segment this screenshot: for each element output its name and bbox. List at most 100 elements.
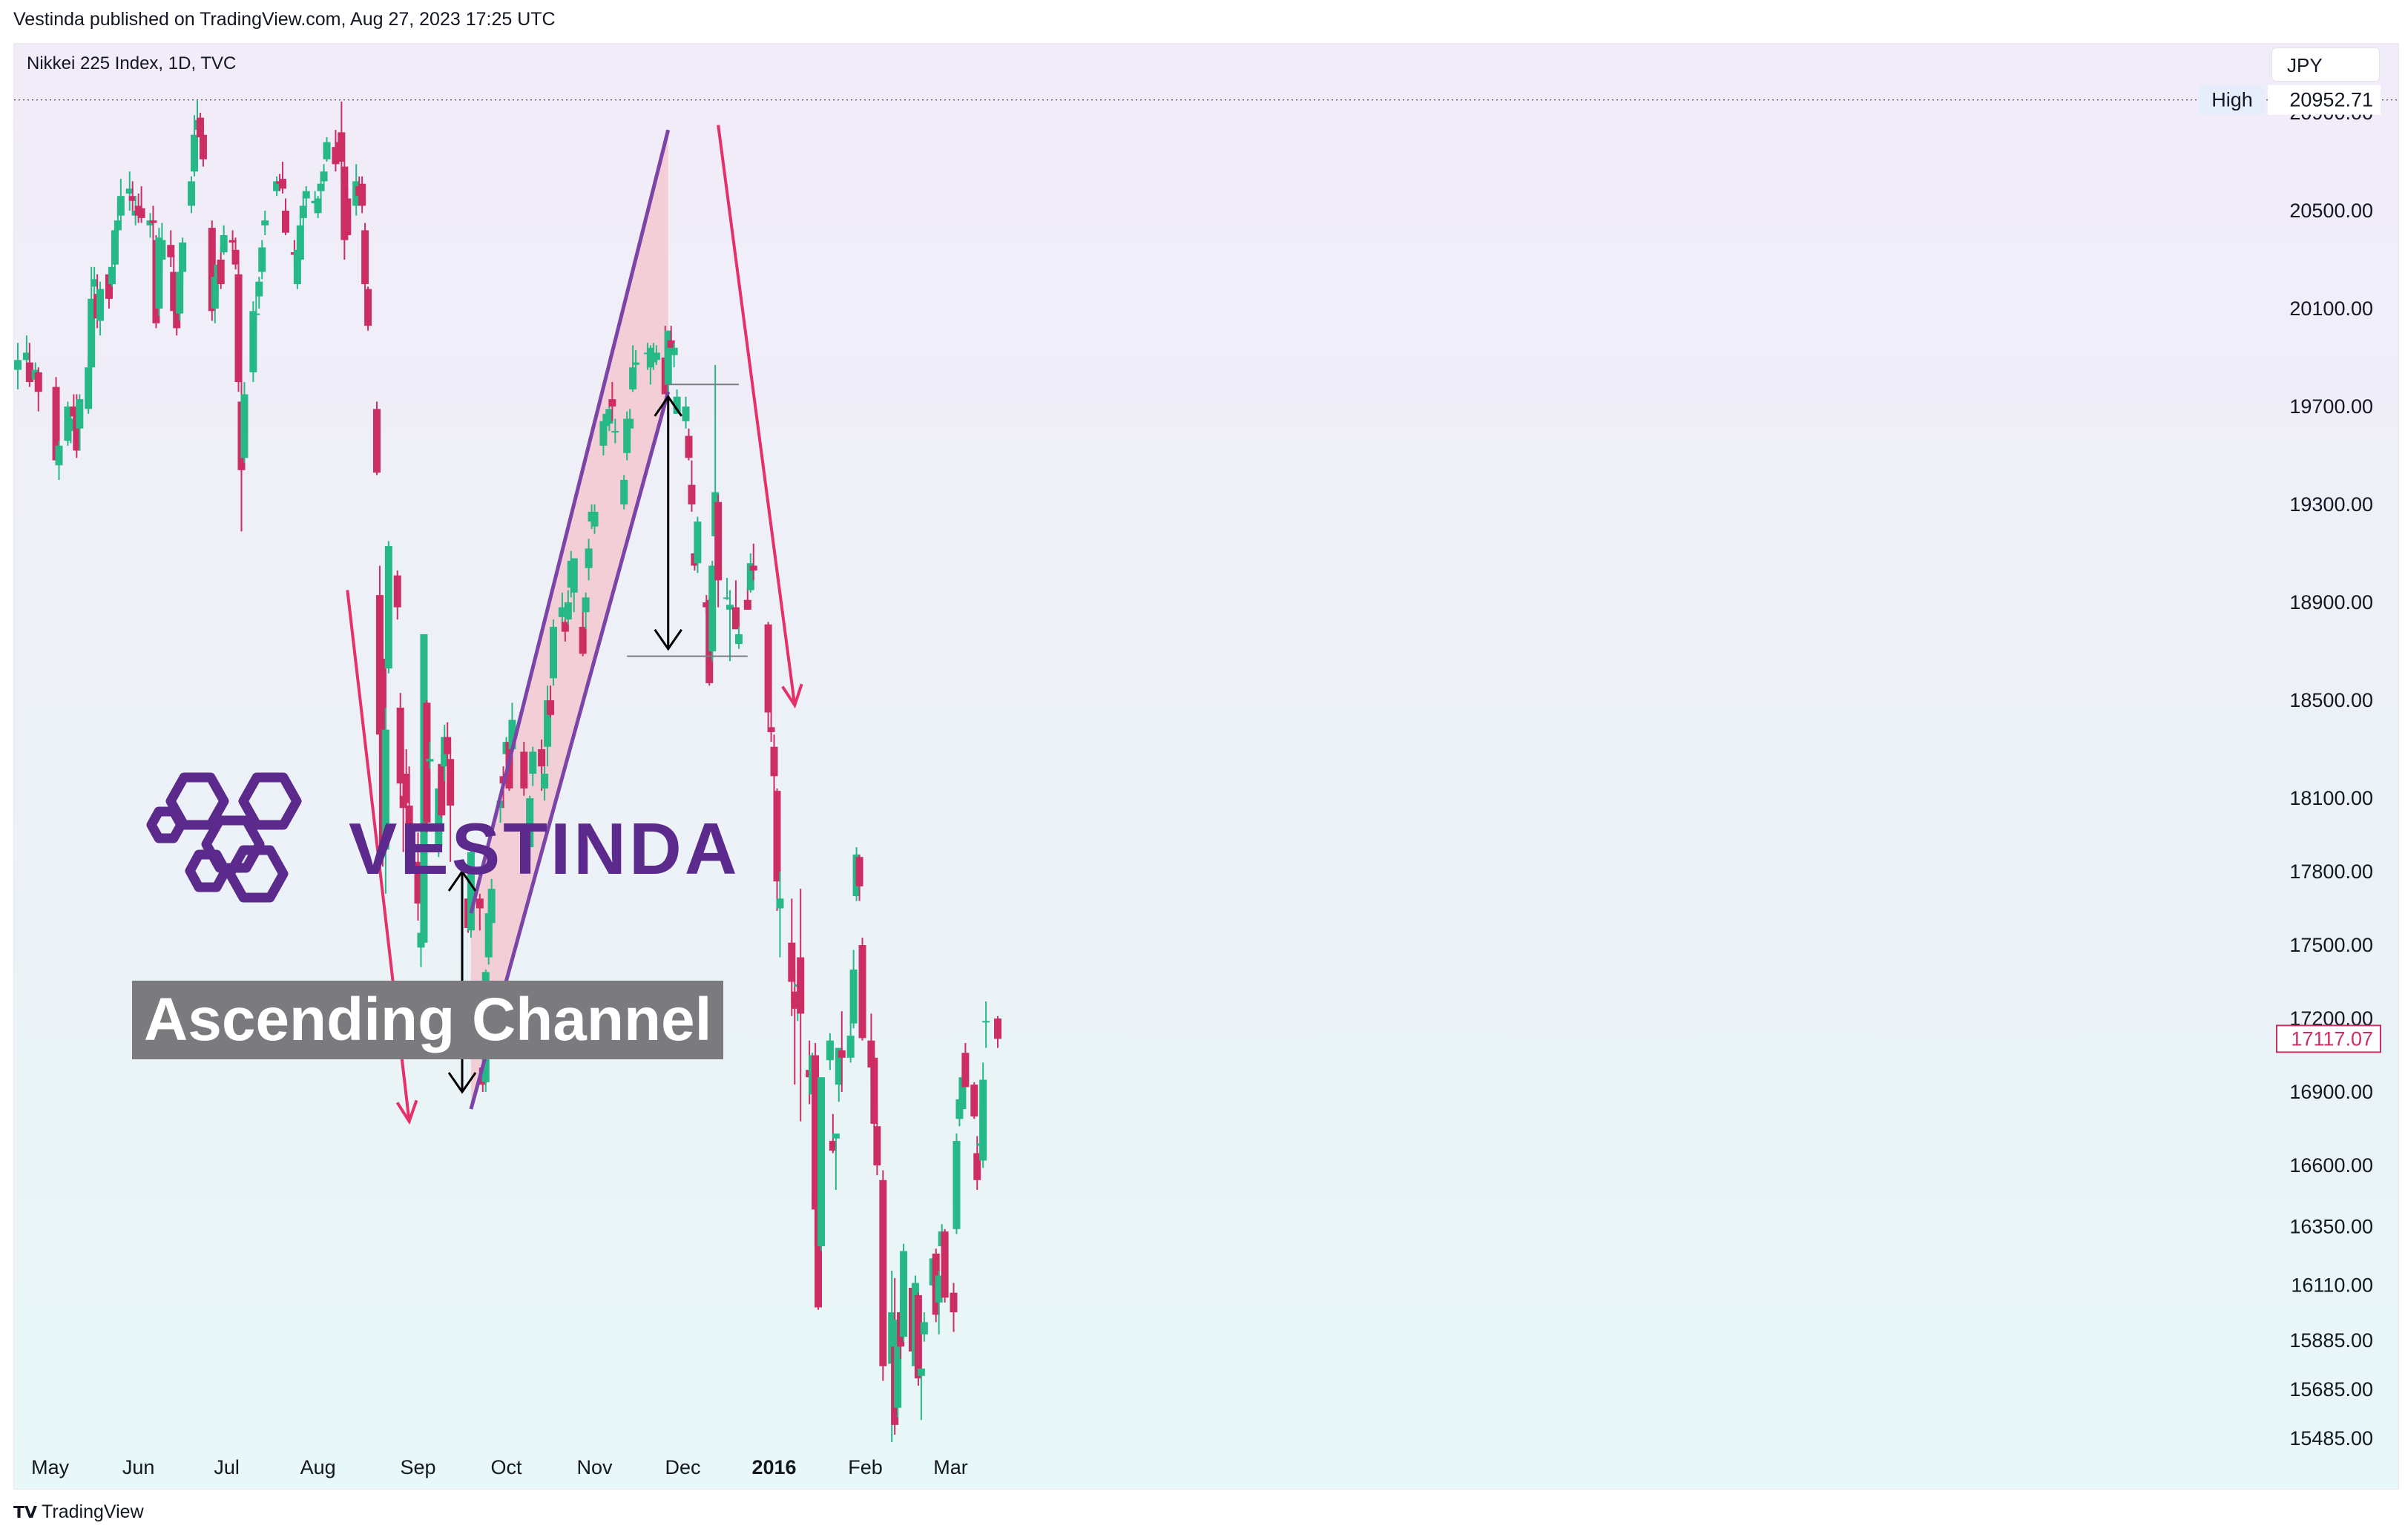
candle-body <box>970 1085 978 1117</box>
high-label: High <box>2211 89 2253 111</box>
candle-body <box>870 1057 878 1124</box>
range-arrow-head-top <box>654 395 682 417</box>
candle-body <box>767 727 775 732</box>
candle-body <box>338 132 346 162</box>
candle-body <box>320 171 328 182</box>
price-tick-label: 15685.00 <box>2289 1378 2373 1401</box>
candle-body <box>196 117 204 138</box>
candle-body <box>323 142 331 159</box>
candle-body <box>958 1077 967 1110</box>
hexagon-cluster-logo-icon <box>146 772 302 903</box>
candle-body <box>111 230 119 265</box>
candle-body <box>176 272 184 314</box>
price-tick-label: 15485.00 <box>2289 1427 2373 1449</box>
candle-body <box>76 399 84 429</box>
price-tick-label: 20100.00 <box>2289 297 2373 320</box>
price-tick-label: 19700.00 <box>2289 395 2373 418</box>
tradingview-logo-icon: 𝗧𝗩 <box>13 1503 38 1521</box>
candle-body <box>917 1368 925 1376</box>
candle-body <box>381 729 389 850</box>
candle-body <box>88 298 96 368</box>
time-tick-label: Aug <box>300 1456 336 1478</box>
candle-body <box>776 898 784 909</box>
candle-body <box>708 565 717 652</box>
candle-body <box>688 484 696 505</box>
candle-body <box>34 372 42 392</box>
candle-body <box>849 970 858 1024</box>
candle-body <box>953 1141 961 1229</box>
candle-body <box>149 220 157 223</box>
candle-body <box>726 605 734 610</box>
candle-body <box>620 480 628 505</box>
candle-body <box>961 1053 970 1087</box>
candle-body <box>788 942 796 982</box>
candle-body <box>484 913 493 958</box>
candle-body <box>561 622 569 632</box>
candle-body <box>435 788 443 848</box>
candle-body <box>252 313 260 315</box>
candle-body <box>538 749 546 767</box>
candle-body <box>835 1047 843 1085</box>
range-arrow-head-top <box>447 869 477 892</box>
candle-body <box>629 367 637 389</box>
candle-body <box>22 352 30 361</box>
candle-body <box>228 240 237 243</box>
trend-arrow-shaft <box>717 125 797 705</box>
channel-upper-line <box>469 129 671 914</box>
price-tick-label: 18100.00 <box>2289 787 2373 809</box>
candle-body <box>832 1133 840 1139</box>
candle-body <box>67 418 75 432</box>
chart-area[interactable]: 15485.00 15685.00 15885.00 16110.00 16350.00… <box>13 43 2399 1490</box>
candle-body <box>179 242 187 272</box>
trend-arrow-head <box>781 683 803 709</box>
currency-selector[interactable]: JPY <box>2271 47 2380 82</box>
candle-body <box>113 220 122 231</box>
candle-body <box>670 347 678 355</box>
candle-body <box>770 746 778 777</box>
symbol-title[interactable]: Nikkei 225 Index, 1D, TVC <box>27 53 237 73</box>
candle-body <box>982 1021 990 1023</box>
pattern-title: Ascending Channel <box>132 981 724 1059</box>
candle-body <box>685 435 693 458</box>
candle-body <box>393 575 401 608</box>
candle-body <box>743 599 751 610</box>
candle-body <box>414 861 422 904</box>
candle-body <box>764 624 772 713</box>
candle-body <box>914 1294 922 1379</box>
price-tick-label: 18900.00 <box>2289 591 2373 613</box>
candle-body <box>797 957 805 1014</box>
candle-body <box>731 607 740 630</box>
candle-body <box>941 1231 949 1298</box>
price-tick-label: 16900.00 <box>2289 1081 2373 1103</box>
candle-body <box>879 1179 887 1366</box>
time-tick-label: Oct <box>491 1456 523 1478</box>
candle-body <box>570 558 578 593</box>
price-chart[interactable]: 15485.00 15685.00 15885.00 16110.00 16350.00… <box>14 44 2398 1489</box>
tradingview-footer[interactable]: 𝗧𝗩 TradingView <box>13 1501 144 1523</box>
candle-body <box>281 211 289 233</box>
time-tick-label: Feb <box>848 1456 883 1478</box>
candle-body <box>108 266 116 285</box>
candle-body <box>652 352 660 361</box>
candle-body <box>73 409 81 451</box>
time-tick-label: Nov <box>577 1456 613 1478</box>
candle-body <box>508 720 516 750</box>
candle-body <box>105 274 113 299</box>
candle-body <box>496 800 504 809</box>
candle-body <box>773 791 781 882</box>
candle-body <box>255 281 263 297</box>
candle-body <box>167 245 175 257</box>
candle-body <box>293 249 301 285</box>
candle-body <box>623 418 631 453</box>
candle-body <box>873 1126 881 1166</box>
candle-body <box>217 260 225 285</box>
candle-body <box>529 751 537 774</box>
high-badge <box>2199 85 2266 115</box>
candle-body <box>372 409 381 473</box>
candle-body <box>467 852 475 931</box>
candle-body <box>664 330 672 385</box>
candle-body <box>605 409 613 424</box>
candle-body <box>249 311 257 372</box>
candle-body <box>52 386 60 461</box>
candle-body <box>299 205 307 218</box>
